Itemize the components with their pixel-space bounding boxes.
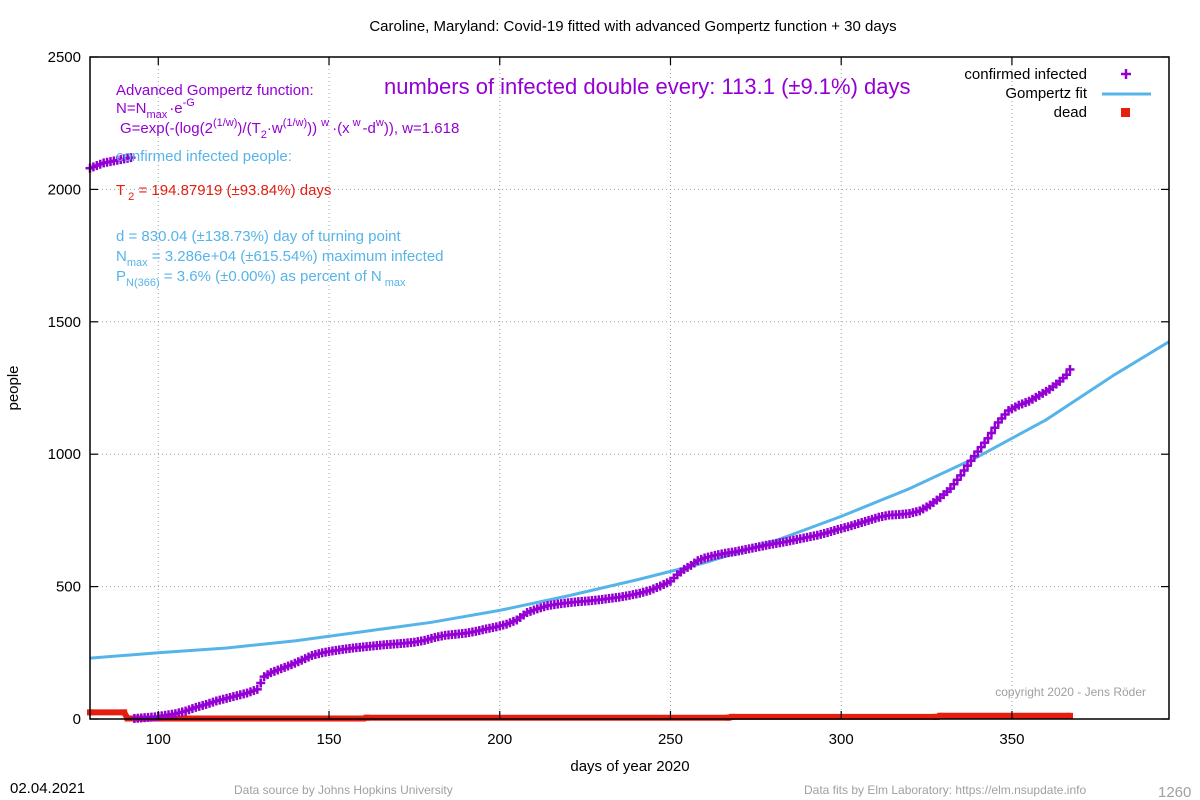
nmax-sub: max <box>127 257 148 269</box>
confirmed-point <box>966 456 976 466</box>
y-tick-label: 2000 <box>48 181 81 198</box>
dead-point <box>725 714 732 721</box>
y-tick-label: 500 <box>56 579 81 596</box>
dead-point <box>933 713 940 720</box>
pn-sub2: max <box>385 277 406 289</box>
confirmed-point <box>956 470 966 480</box>
confirmed-point <box>969 451 979 461</box>
formula-g-sup4: w <box>352 117 361 129</box>
formula-n: N=N <box>116 100 146 117</box>
formula-g-e: ·(x <box>332 120 350 137</box>
dead-point <box>937 712 944 719</box>
chart-title: Caroline, Maryland: Covid-19 fitted with… <box>369 18 896 35</box>
formula-g-b: )/(T <box>237 120 260 137</box>
axis-ticks: 100 150 200 250 300 350 0 500 1000 1500 2000 2500 <box>48 49 1169 748</box>
y-axis-label: people <box>5 365 22 410</box>
formula-line-2: G=exp(-(log(2(1/w))/(T2·w(1/w))) w ·(x w -dw… <box>120 117 459 141</box>
series-gompertz-fit-line <box>89 340 1170 660</box>
legend-marker-confirmed <box>1121 69 1131 79</box>
series-layer <box>85 153 1170 723</box>
formula-g-f: -d <box>363 120 376 137</box>
footer-page-number: 1260 <box>1158 784 1191 800</box>
confirmed-point <box>1065 364 1075 374</box>
formula-n-sub: max <box>146 109 167 121</box>
y-tick-label: 1500 <box>48 314 81 331</box>
confirmed-point <box>256 678 266 688</box>
confirmed-point <box>252 684 262 694</box>
footer-fits: Data fits by Elm Laboratory: https://elm… <box>804 783 1086 797</box>
confirmed-point <box>126 153 136 163</box>
footer-date: 02.04.2021 <box>10 780 85 797</box>
legend-label-gompertz: Gompertz fit <box>1005 85 1088 102</box>
formula-g-c: ·w <box>267 120 283 137</box>
annotation-d: d = 830.04 (±138.73%) day of turning poi… <box>116 228 402 245</box>
formula-e-sup: -G <box>183 97 195 109</box>
plot-frame <box>89 56 1170 720</box>
x-tick-label: 250 <box>658 731 683 748</box>
confirmed-point <box>959 466 969 476</box>
copyright-text: copyright 2020 - Jens Röder <box>995 685 1146 699</box>
confirmed-point <box>983 433 993 443</box>
y-tick-label: 1000 <box>48 446 81 463</box>
dead-point <box>1066 712 1073 719</box>
pn-rest: = 3.6% (±0.00%) as percent of N <box>160 268 382 285</box>
formula-g-a: G=exp(-(log(2 <box>120 120 213 137</box>
dead-point <box>121 709 128 716</box>
formula-line-1: N=Nmax ·e-G <box>116 97 195 121</box>
x-tick-label: 200 <box>487 731 512 748</box>
x-axis-label: days of year 2020 <box>570 758 689 775</box>
formula-g-sup3: w <box>320 117 329 129</box>
nmax-rest: = 3.286e+04 (±615.54%) maximum infected <box>148 248 444 265</box>
confirmed-point <box>990 423 1000 433</box>
t2-pre: T <box>116 182 125 199</box>
formula-g-sup5: w <box>375 117 384 129</box>
x-tick-label: 150 <box>317 731 342 748</box>
formula-g-sub1: 2 <box>261 129 267 141</box>
y-tick-label: 0 <box>73 711 81 728</box>
formula-g-sup1: (1/w) <box>213 117 237 129</box>
legend-marker-dead <box>1121 108 1130 117</box>
t2-sub: 2 <box>128 191 134 203</box>
dead-point <box>363 714 370 721</box>
dead-point <box>728 713 735 720</box>
formula-g-g: )), w=1.618 <box>384 120 459 137</box>
annotation-nmax: Nmax = 3.286e+04 (±615.54%) maximum infe… <box>116 248 444 269</box>
annotation-confirmed-label: confirmed infected people: <box>116 148 292 165</box>
plot-background <box>90 57 1169 719</box>
footer-source: Data source by Johns Hopkins University <box>234 783 453 797</box>
pn-sub: N(366) <box>126 277 160 289</box>
x-tick-label: 100 <box>146 731 171 748</box>
formula-g-d: )) <box>307 120 317 137</box>
nmax-pre: N <box>116 248 127 265</box>
annotation-doubling: numbers of infected double every: 113.1 … <box>384 74 911 99</box>
annotation-gompertz-title: Advanced Gompertz function: <box>116 82 314 99</box>
pn-pre: P <box>116 268 126 285</box>
legend-label-dead: dead <box>1054 104 1087 121</box>
formula-e: ·e <box>169 100 182 117</box>
formula-g-sup2: (1/w) <box>283 117 307 129</box>
legend: confirmed infected Gompertz fit dead <box>964 66 1151 121</box>
t2-rest: = 194.87919 (±93.84%) days <box>134 182 331 199</box>
x-tick-label: 350 <box>999 731 1024 748</box>
confirmed-point <box>986 428 996 438</box>
x-tick-label: 300 <box>829 731 854 748</box>
legend-label-confirmed: confirmed infected <box>964 66 1087 83</box>
confirmed-point <box>1062 370 1072 380</box>
y-tick-label: 2500 <box>48 49 81 66</box>
confirmed-point <box>963 461 973 471</box>
